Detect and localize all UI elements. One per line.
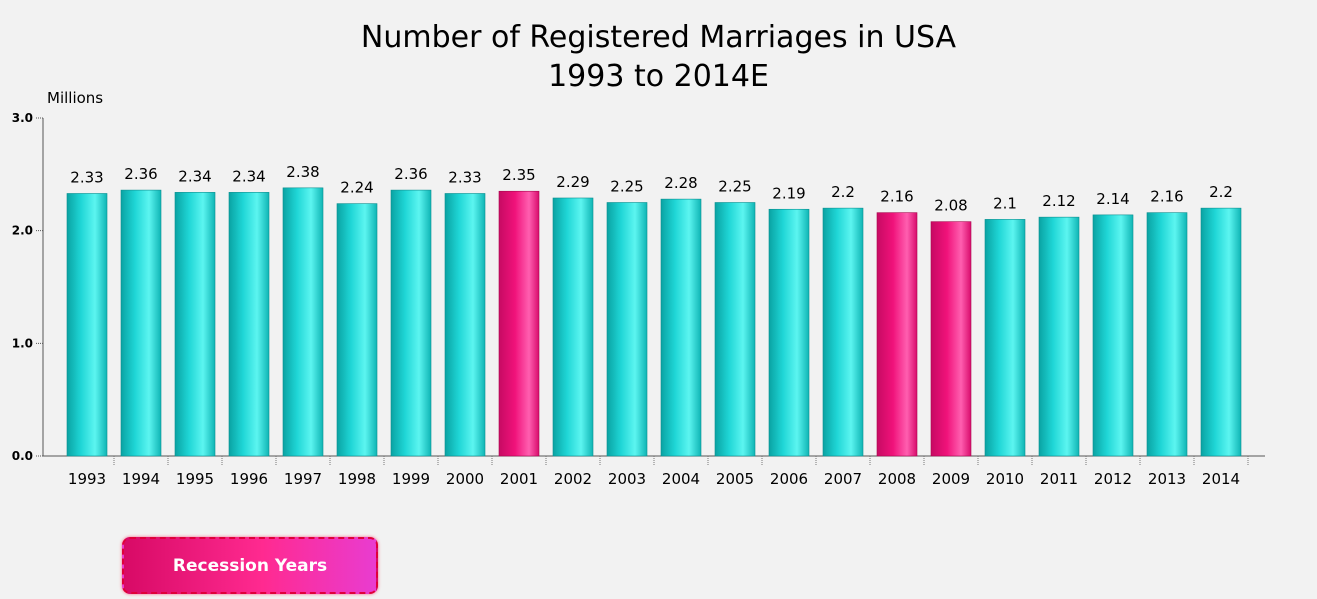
bar-2008 <box>876 212 918 457</box>
x-tick-label-2006: 2006 <box>770 470 808 488</box>
y-tick-label: 3.0 <box>12 111 33 125</box>
data-label-2002: 2.29 <box>556 173 589 191</box>
x-tick-label-2001: 2001 <box>500 470 538 488</box>
data-label-2004: 2.28 <box>664 174 697 192</box>
data-label-2010: 2.1 <box>993 194 1017 212</box>
x-tick-label-2011: 2011 <box>1040 470 1078 488</box>
x-tick-label-2014: 2014 <box>1202 470 1240 488</box>
y-tick-label: 0.0 <box>12 449 33 463</box>
bar-2002 <box>552 197 594 457</box>
x-tick-label-2008: 2008 <box>878 470 916 488</box>
x-tick-label-2009: 2009 <box>932 470 970 488</box>
data-label-2009: 2.08 <box>934 197 967 215</box>
bar-1996 <box>228 192 270 457</box>
y-tick-label: 1.0 <box>12 336 33 350</box>
bar-2009 <box>930 221 972 457</box>
data-label-2006: 2.19 <box>772 184 805 202</box>
bar-2006 <box>768 208 810 457</box>
bar-2012 <box>1092 214 1134 457</box>
bar-2014 <box>1200 207 1242 457</box>
data-label-1995: 2.34 <box>178 167 211 185</box>
bar-1999 <box>390 189 432 457</box>
legend-label: Recession Years <box>172 555 328 576</box>
chart-subtitle: 1993 to 2014E <box>548 59 769 94</box>
x-tick-label-1996: 1996 <box>230 470 268 488</box>
data-label-2013: 2.16 <box>1150 188 1183 206</box>
x-tick-label-1993: 1993 <box>68 470 106 488</box>
data-label-2001: 2.35 <box>502 166 535 184</box>
x-tick-label-1998: 1998 <box>338 470 376 488</box>
data-label-1998: 2.24 <box>340 179 373 197</box>
x-tick-label-2013: 2013 <box>1148 470 1186 488</box>
y-tick-label: 2.0 <box>12 224 33 238</box>
x-tick-label-2012: 2012 <box>1094 470 1132 488</box>
x-tick-label-1997: 1997 <box>284 470 322 488</box>
x-tick-label-2010: 2010 <box>986 470 1024 488</box>
data-label-1994: 2.36 <box>124 165 157 183</box>
data-label-1997: 2.38 <box>286 163 319 181</box>
x-tick-label-2003: 2003 <box>608 470 646 488</box>
chart-title: Number of Registered Marriages in USA <box>360 20 957 55</box>
data-label-2003: 2.25 <box>610 178 643 196</box>
x-tick-label-2002: 2002 <box>554 470 592 488</box>
data-label-1999: 2.36 <box>394 165 427 183</box>
bar-2000 <box>444 193 486 457</box>
bar-1995 <box>174 192 216 457</box>
bar-2003 <box>606 202 648 457</box>
data-label-1996: 2.34 <box>232 167 265 185</box>
x-tick-label-2004: 2004 <box>662 470 700 488</box>
data-label-2007: 2.2 <box>831 183 855 201</box>
bar-2007 <box>822 207 864 457</box>
x-tick-label-1995: 1995 <box>176 470 214 488</box>
y-axis-label: Millions <box>47 89 103 107</box>
data-label-2005: 2.25 <box>718 178 751 196</box>
data-label-2000: 2.33 <box>448 168 481 186</box>
data-label-2014: 2.2 <box>1209 183 1233 201</box>
x-tick-label-2000: 2000 <box>446 470 484 488</box>
bar-2010 <box>984 219 1026 457</box>
x-tick-label-2005: 2005 <box>716 470 754 488</box>
recession-years-legend-button[interactable]: Recession Years <box>122 537 378 594</box>
bar-2004 <box>660 198 702 457</box>
data-label-1993: 2.33 <box>70 168 103 186</box>
bar-1998 <box>336 203 378 457</box>
bar-2011 <box>1038 216 1080 457</box>
data-label-2008: 2.16 <box>880 188 913 206</box>
bar-2001 <box>498 190 540 457</box>
data-label-2011: 2.12 <box>1042 192 1075 210</box>
chart-title-block: Number of Registered Marriages in USA 19… <box>0 18 1317 96</box>
bar-2013 <box>1146 212 1188 457</box>
bar-1993 <box>66 193 108 457</box>
x-tick-label-2007: 2007 <box>824 470 862 488</box>
bar-1994 <box>120 189 162 457</box>
bar-1997 <box>282 187 324 457</box>
x-tick-label-1999: 1999 <box>392 470 430 488</box>
data-label-2012: 2.14 <box>1096 190 1129 208</box>
bar-2005 <box>714 202 756 457</box>
x-tick-label-1994: 1994 <box>122 470 160 488</box>
